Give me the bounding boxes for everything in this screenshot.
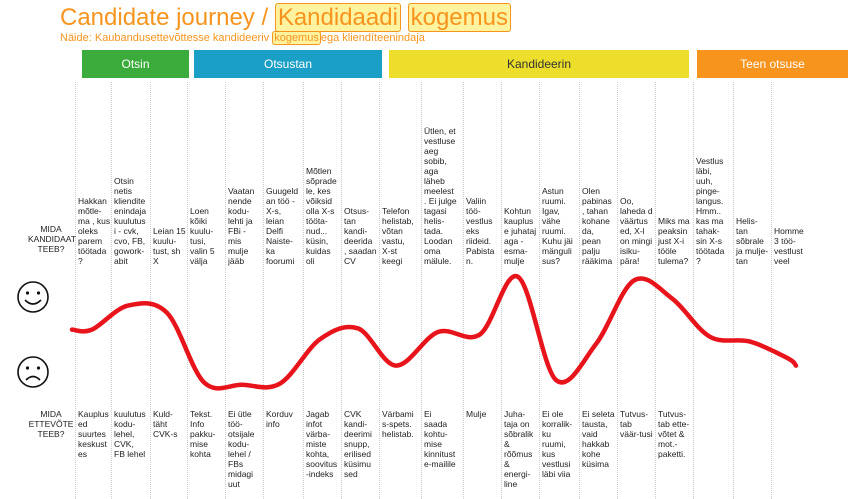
title-highlight-1: Kandidaadi	[274, 3, 401, 32]
employer-step: Tutvus-tab väär-tusi	[620, 409, 653, 439]
column-divider	[187, 82, 188, 499]
column-divider	[421, 82, 422, 499]
title-prefix: Candidate journey /	[60, 4, 275, 31]
candidate-step: Telefon helistab, võtan vastu, X-st keeg…	[382, 206, 414, 266]
column-divider	[225, 82, 226, 499]
employer-step: Ei ütle töö-otsijale kodu-lehel / FBs mi…	[228, 409, 255, 489]
sad-face-icon	[17, 356, 49, 388]
employer-step: Värbami s-spets. helistab.	[382, 409, 414, 439]
candidate-step: Hakkan mõtle-ma , kus oleks parem töötad…	[78, 196, 111, 266]
employer-step: Kuld-täht CVK-s	[153, 409, 178, 439]
emotion-line	[69, 274, 799, 391]
employer-step: Tutvus-tab ette-võtet & mot.-paketti.	[658, 409, 690, 459]
candidate-step: Vaatan nende kodu-lehti ja FBi - mis mul…	[228, 186, 255, 266]
employer-step: Ei saada kohtu-mise kinnitust e-mailile	[424, 409, 456, 469]
phase-label: Teen otsuse	[740, 57, 805, 71]
candidate-step: Olen pabinas , tahan kohane da, pean pal…	[582, 186, 613, 266]
candidate-step: Helis-tan sõbrale ja mulje-tan	[736, 216, 769, 266]
employer-step: Jagab infot värba-miste kohta, soovitus …	[306, 409, 338, 479]
employer-step: kuulutus kodu-lehel, CVK, FB lehel	[114, 409, 146, 459]
column-divider	[579, 82, 580, 499]
phase-kandideerin: Kandideerin	[389, 50, 689, 78]
candidate-step: Astun ruumi. Igav, vähe ruumi. Kuhu jäi …	[542, 186, 573, 266]
candidate-step: Valiin töö-vestlus eks riideid. Pabista …	[466, 196, 495, 266]
title-highlight-2: kogemus	[407, 3, 511, 32]
subtitle-post: ega kliendíteenindaja	[320, 32, 425, 44]
employer-row-label: MIDA ETTEVÕTE TEEB?	[28, 409, 74, 439]
employer-step: Ei ole korralik-ku ruumi, kus vestlusi l…	[542, 409, 573, 479]
column-divider	[111, 82, 112, 499]
column-divider	[733, 82, 734, 499]
candidate-step: Homme 3 töö-vestlust veel	[774, 226, 804, 266]
phase-otsustan: Otsustan	[194, 50, 382, 78]
phase-label: Kandideerin	[506, 57, 572, 71]
candidate-step: Otsin netis klienditeenindaja kuulutusi …	[114, 176, 147, 266]
phase-label: Otsin	[121, 57, 150, 71]
employer-step: Korduv info	[266, 409, 293, 429]
candidate-step: Oo, laheda d väärtus ed, X-l on mingi is…	[620, 196, 653, 266]
column-divider	[655, 82, 656, 499]
candidate-step: Vestlus läbi, uuh, pinge-langus. Hmm.. k…	[696, 156, 725, 266]
employer-step: Mulje	[466, 409, 487, 419]
candidate-step: Miks ma peaksin just X-i tööle tulema?	[658, 216, 690, 266]
subtitle-pre: Näide: Kaubandusettevõttesse kandideeriv	[60, 32, 273, 44]
employer-step: Juha-taja on sõbralik & rõõmus & energi-…	[504, 409, 534, 489]
candidate-step: Loen kõiki kuulu-tusi, valin 5 välja	[190, 206, 215, 266]
candidate-step: Mõtlen sõprade le, kes võiksid olla X-s …	[306, 166, 337, 266]
column-divider	[771, 82, 772, 499]
candidate-step: Leian 15 kuulu-tust, sh X	[153, 226, 186, 266]
candidate-step: Ütlen, et vestluse aeg sobib, aga läheb …	[424, 126, 457, 266]
phase-label: Otsustan	[263, 57, 313, 71]
phase-teen-otsuse: Teen otsuse	[697, 50, 848, 78]
column-divider	[693, 82, 694, 499]
candidate-step: Guugeld an töö - X-s, leian Delfi Naiste…	[266, 186, 299, 266]
page-title: Candidate journey / Kandidaadi kogemus	[60, 3, 511, 32]
column-divider	[379, 82, 380, 499]
candidate-step: Kohtun kauplus e juhataj aga - esma-mulj…	[504, 206, 537, 266]
happy-face-icon	[17, 281, 49, 313]
employer-step: Kauplus ed suurtes keskust es	[78, 409, 109, 459]
employer-step: Ei seleta tausta, vaid hakkab kohe küsim…	[582, 409, 615, 469]
column-divider	[617, 82, 618, 499]
phase-otsin: Otsin	[82, 50, 189, 78]
column-divider	[539, 82, 540, 499]
column-divider	[150, 82, 151, 499]
candidate-row-label: MIDA KANDIDAAT TEEB?	[28, 224, 77, 254]
page-subtitle: Näide: Kaubandusettevõttesse kandideeriv…	[60, 31, 425, 45]
employer-step: CVK kandi-deerimi snupp, erilised küsimu…	[344, 409, 372, 479]
column-divider	[463, 82, 464, 499]
column-divider	[303, 82, 304, 499]
column-divider	[341, 82, 342, 499]
column-divider	[75, 82, 76, 499]
candidate-step: Otsus-tan kandi-deerida , saadan CV	[344, 206, 377, 266]
employer-step: Tekst. Info pakku-mise kohta	[190, 409, 216, 459]
subtitle-highlight: kogemus	[272, 31, 321, 45]
column-divider	[263, 82, 264, 499]
